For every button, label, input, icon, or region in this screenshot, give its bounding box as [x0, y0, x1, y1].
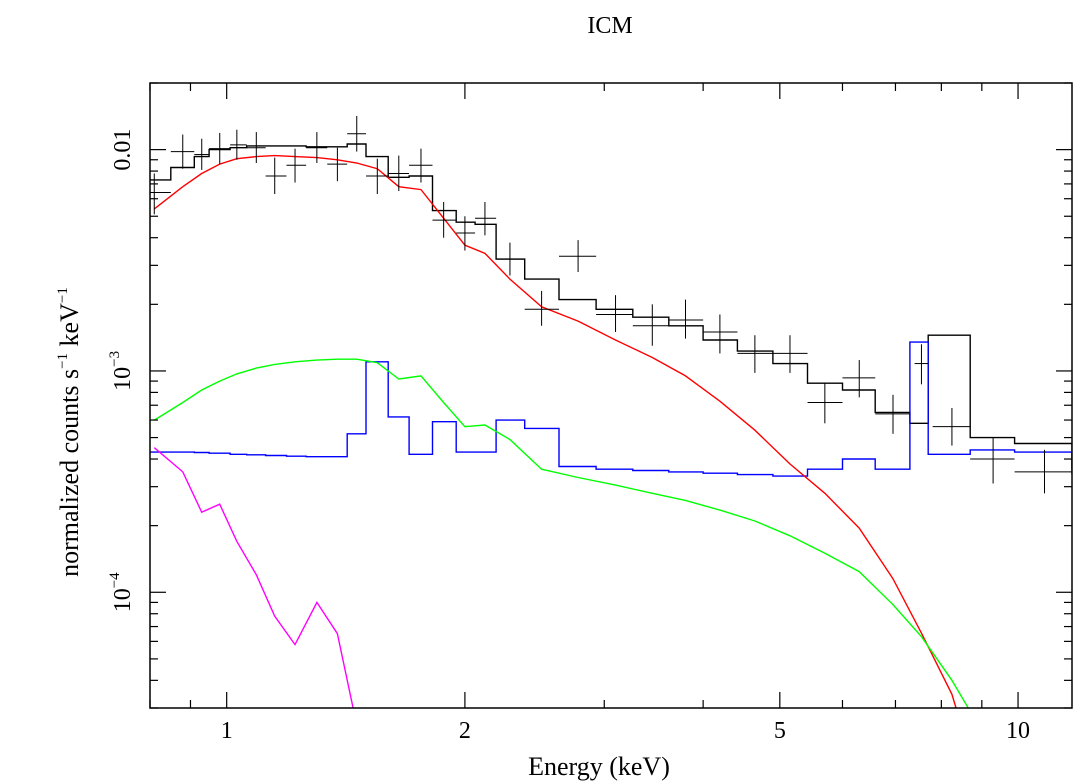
data-point — [150, 173, 171, 215]
data-point — [366, 158, 389, 195]
data-point — [409, 148, 433, 183]
data-point — [842, 360, 876, 398]
x-tick-label: 5 — [774, 718, 786, 744]
series-line-3 — [153, 358, 970, 708]
data-point — [807, 383, 843, 424]
y-axis-ticks — [150, 82, 1072, 709]
x-tick-label: 1 — [221, 718, 233, 744]
y-axis-label-exp-2: −1 — [55, 287, 71, 303]
data-point — [286, 148, 307, 183]
data-point — [668, 299, 704, 339]
data-point — [265, 157, 287, 195]
data-point — [456, 216, 476, 251]
data-point — [932, 408, 971, 446]
y-axis-label-text-2: keV — [55, 303, 84, 353]
data-point — [1014, 449, 1072, 494]
data-point — [306, 132, 328, 164]
data-point — [230, 129, 247, 160]
data-points-layer — [150, 115, 1072, 494]
series-line-1 — [150, 341, 1072, 477]
x-axis-tick-labels: 1 2 5 10 — [221, 718, 1030, 744]
y-tick-label: 10−3 — [107, 351, 136, 391]
data-point — [632, 304, 669, 346]
series-line-4 — [153, 447, 354, 708]
y-axis-label: normalized counts s−1 keV−1 — [55, 287, 84, 577]
data-point — [914, 344, 929, 385]
data-point — [496, 242, 525, 276]
data-point — [524, 290, 560, 326]
data-point — [388, 155, 410, 192]
data-point — [209, 132, 231, 165]
x-axis-label: Energy (keV) — [528, 752, 670, 781]
y-tick-label: 10−4 — [107, 572, 136, 612]
y-tick-label-base: 10 — [110, 367, 136, 391]
data-point — [703, 314, 738, 354]
series-line-2 — [153, 154, 957, 708]
data-point — [432, 201, 457, 238]
series-layer — [150, 143, 1072, 708]
y-tick-label: 0.01 — [110, 129, 136, 171]
data-point — [170, 134, 195, 169]
data-point — [970, 437, 1015, 484]
data-point — [246, 132, 266, 164]
data-point — [327, 147, 348, 182]
y-tick-label-exp: −4 — [107, 572, 123, 588]
series-line-0 — [150, 143, 1072, 470]
x-tick-label: 2 — [459, 718, 471, 744]
data-point — [772, 335, 808, 373]
data-point — [559, 240, 597, 272]
y-axis-label-exp-1: −1 — [55, 353, 71, 369]
y-tick-label-base: 0.01 — [110, 129, 136, 171]
data-point — [596, 295, 633, 332]
y-axis-label-text-1: normalized counts s — [55, 369, 84, 577]
data-point — [194, 138, 210, 170]
chart-title: ICM — [587, 13, 632, 39]
x-tick-label: 10 — [1006, 718, 1030, 744]
y-tick-label-exp: −3 — [107, 351, 123, 367]
data-point — [475, 201, 497, 236]
x-axis-ticks — [149, 83, 1019, 708]
plot-frame — [149, 82, 1073, 709]
y-tick-label-base: 10 — [110, 588, 136, 612]
data-point — [737, 335, 773, 373]
data-point — [347, 115, 367, 152]
data-point — [875, 394, 910, 434]
